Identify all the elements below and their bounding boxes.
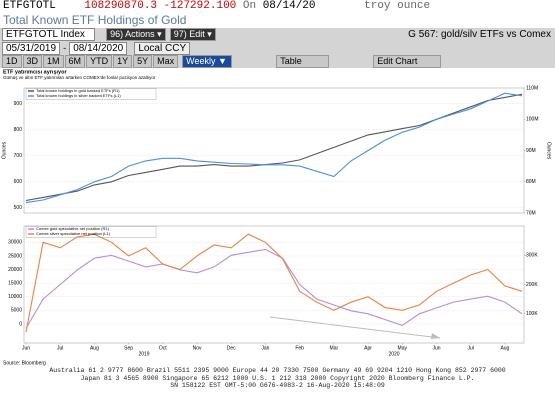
unit: troy ounce <box>364 0 431 12</box>
footer-line: Australia 61 2 9777 8600 Brazil 5511 239… <box>49 367 506 374</box>
edit-chart-button[interactable]: Edit Chart <box>373 55 442 68</box>
toolbar: ETFGTOTL Index 96) Actions ▾ 97) Edit ▾ … <box>0 28 555 42</box>
period-button[interactable]: 1M <box>43 55 64 68</box>
x-tick-label: Oct <box>159 345 167 351</box>
quote-date: 08/14/20 <box>262 0 316 12</box>
x-year-label: 2020 <box>388 351 399 357</box>
period-button[interactable]: 1Y <box>113 55 133 68</box>
edit-label: Edit <box>189 29 205 39</box>
arrow-head <box>431 333 440 339</box>
x-tick-label: Jun <box>22 345 30 351</box>
end-date[interactable]: 08/14/2020 <box>69 42 128 55</box>
plot-frame <box>23 87 525 214</box>
series-line <box>25 92 523 204</box>
y-tick-label: 25000 <box>8 253 22 259</box>
y-tick-label: 20000 <box>8 267 22 273</box>
edit-number: 97) <box>173 29 187 39</box>
y-tick-label: 900 <box>14 101 23 107</box>
series-line <box>25 93 523 202</box>
on-label: On <box>242 0 257 12</box>
price: 108290870.3 <box>84 0 158 12</box>
x-tick-label: Jul <box>57 345 63 351</box>
series-line <box>25 233 523 333</box>
actions-label: Actions <box>125 29 155 39</box>
period-button[interactable]: Max <box>153 55 179 68</box>
x-tick-label: Jul <box>467 345 473 351</box>
y-tick-label: 15000 <box>8 280 22 286</box>
x-tick-label: Feb <box>295 345 304 351</box>
x-year-label: 2019 <box>138 351 149 357</box>
period-button[interactable]: 6M <box>64 55 86 68</box>
ticker: ETFGTOTL <box>3 0 56 12</box>
x-tick-label: Jun <box>432 345 440 351</box>
period-button[interactable]: 5Y <box>133 55 153 68</box>
actions-number: 96) <box>110 29 124 39</box>
y-axis-label: Ounces <box>1 141 7 159</box>
y2-tick-label: 110M <box>526 85 538 91</box>
y2-tick-label: 70M <box>526 210 536 216</box>
start-date[interactable]: 05/31/2019 <box>2 42 61 55</box>
footer: Australia 61 2 9777 8600 Brazil 5511 239… <box>0 367 555 400</box>
legend-label: Comex silver speculative net position (L… <box>36 231 111 236</box>
y-tick-label: 5000 <box>11 308 22 314</box>
footer-line: SN 158122 EST GMT-5:00 G676-4083-2 16-Au… <box>170 382 385 389</box>
y2-tick-label: 100K <box>526 311 538 317</box>
y2-tick-label: 200K <box>526 282 538 288</box>
y2-tick-label: 100M <box>526 117 539 123</box>
currency-select[interactable]: Local CCY <box>134 42 191 55</box>
legend-label: Comex gold speculative net position (R1) <box>36 226 110 231</box>
y-tick-label: 800 <box>14 127 23 133</box>
source: Source: Bloomberg <box>3 360 46 366</box>
y-tick-label: 0 <box>19 321 22 327</box>
chart-title: ETF yatırımcısı ayrışıyor <box>3 69 67 75</box>
legend-label: Total known holdings in gold backed ETFs… <box>36 88 120 93</box>
y2-tick-label: 80M <box>526 179 536 185</box>
edit-menu[interactable]: 97) Edit ▾ <box>169 28 216 41</box>
security-description: Total Known ETF Holdings of Gold <box>3 13 187 27</box>
footer-line: Japan 81 3 4565 8900 Singapore 65 6212 1… <box>80 374 475 382</box>
y2-tick-label: 90M <box>526 148 536 154</box>
y-tick-label: 700 <box>14 153 23 159</box>
period-button[interactable]: YTD <box>86 55 113 68</box>
x-tick-label: Dec <box>227 345 236 351</box>
y-tick-label: 10000 <box>8 294 22 300</box>
chart-name: G 567: gold/silv ETFs vs Comex <box>408 29 551 40</box>
x-tick-label: Apr <box>364 345 372 351</box>
chart-area: ETF yatırımcısı ayrışıyor Gümüş ve altın… <box>1 69 552 366</box>
period-button[interactable]: 3D <box>22 55 43 68</box>
date-dash: - <box>63 43 67 53</box>
date-bar: 05/31/2019 - 08/14/2020 Local CCY <box>0 42 555 55</box>
period-button[interactable]: 1D <box>2 55 22 68</box>
x-tick-label: Sep <box>124 345 133 351</box>
frequency-label: Weekly <box>186 56 216 66</box>
security-name: Total Known ETF Holdings of Gold <box>0 13 555 28</box>
plot-frame <box>23 225 525 344</box>
legend-box <box>25 226 157 238</box>
y2-axis-label: Ounces <box>546 142 552 160</box>
frequency-select[interactable]: Weekly ▼ <box>182 55 233 68</box>
legend-label: Total known holdings in silver backed ET… <box>36 93 121 98</box>
series-line <box>25 248 523 329</box>
y-tick-label: 30000 <box>8 240 22 246</box>
legend-box <box>25 88 157 100</box>
quote-bar: ETFGTOTL 108290870.3 -127292.100 On 08/1… <box>0 0 555 14</box>
change: -127292.100 <box>163 0 237 12</box>
security-input[interactable]: ETFGTOTL Index <box>2 28 95 41</box>
x-tick-label: Nov <box>193 345 202 351</box>
x-tick-label: Aug <box>90 345 99 351</box>
x-tick-label: Aug <box>500 345 509 351</box>
x-tick-label: May <box>398 345 408 351</box>
chart-subtitle: Gümüş ve altın ETF yatırımları artarken … <box>3 75 156 80</box>
x-tick-label: Mar <box>330 345 339 351</box>
x-tick-label: Jan <box>261 345 269 351</box>
y-tick-label: 500 <box>14 205 23 211</box>
actions-menu[interactable]: 96) Actions ▾ <box>106 28 166 41</box>
period-bar: 1D 3D 1M 6M YTD 1Y 5Y Max Weekly ▼ Table Edit C… <box>0 55 555 68</box>
y-tick-label: 600 <box>14 179 23 185</box>
trend-arrow <box>269 316 441 339</box>
table-button[interactable]: Table <box>276 55 330 68</box>
y2-tick-label: 300K <box>526 253 538 259</box>
